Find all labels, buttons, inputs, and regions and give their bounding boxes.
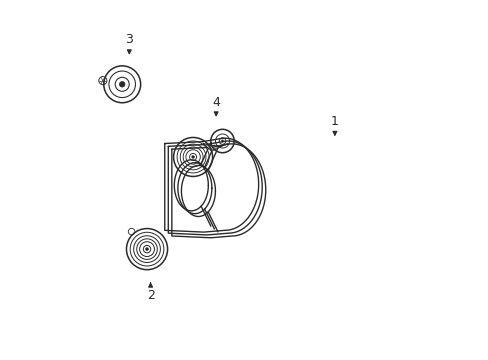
Circle shape [221,140,223,142]
Circle shape [145,248,148,251]
Text: 2: 2 [146,283,154,302]
Circle shape [191,156,194,158]
Circle shape [119,81,125,87]
Text: 4: 4 [212,95,220,116]
Text: 1: 1 [330,115,338,135]
Polygon shape [203,143,228,151]
Text: 3: 3 [125,33,133,54]
